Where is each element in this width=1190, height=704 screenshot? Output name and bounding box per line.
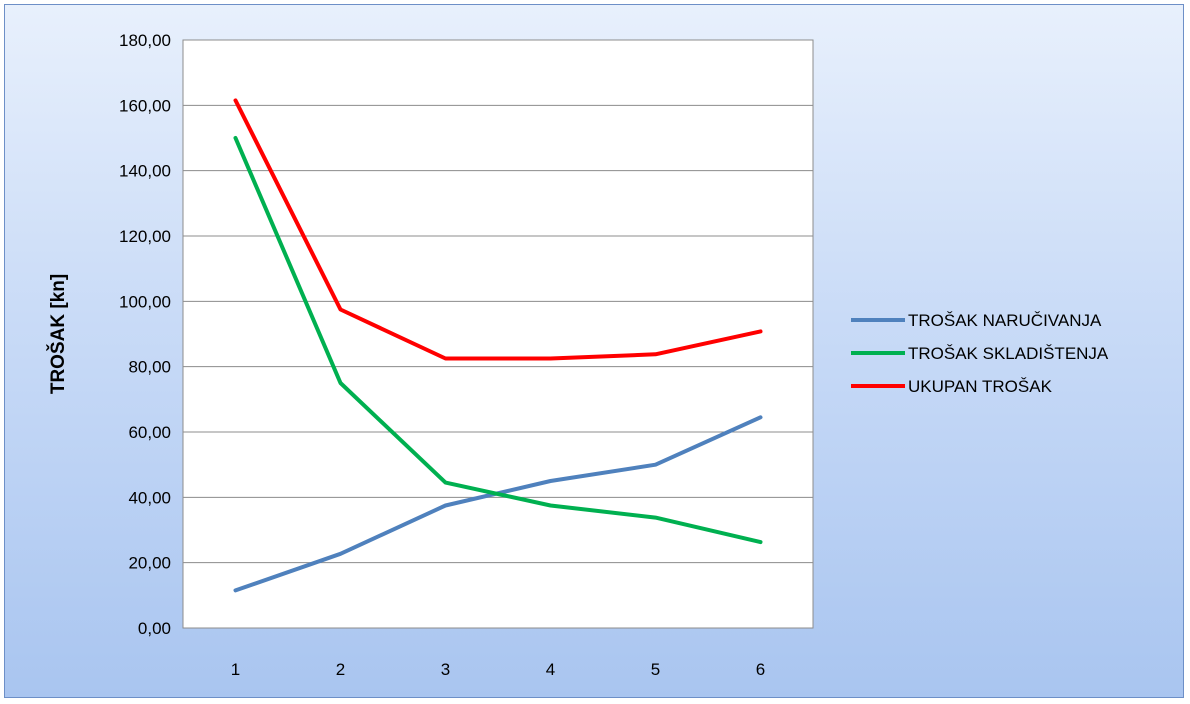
y-tick-label: 60,00 (128, 423, 171, 442)
y-tick-label: 160,00 (119, 96, 171, 115)
y-tick-label: 40,00 (128, 488, 171, 507)
y-tick-label: 140,00 (119, 162, 171, 181)
y-axis-ticks: 0,00 20,00 40,00 60,00 80,00 100,00 120,00 140,… (119, 31, 171, 638)
x-axis-ticks: 1 2 3 4 5 6 (231, 660, 765, 679)
y-tick-label: 100,00 (119, 292, 171, 311)
y-tick-label: 0,00 (138, 619, 171, 638)
series-line (233, 98, 763, 361)
legend-label: TROŠAK NARUČIVANJA (908, 311, 1102, 330)
y-tick-label: 120,00 (119, 227, 171, 246)
legend-label: TROŠAK SKLADIŠTENJA (908, 344, 1109, 363)
x-tick-label: 1 (231, 660, 240, 679)
x-tick-label: 6 (756, 660, 765, 679)
plot-area (182, 39, 814, 629)
x-tick-label: 2 (336, 660, 345, 679)
x-tick-label: 3 (441, 660, 450, 679)
y-axis-title: TROŠAK [kn] (47, 274, 69, 394)
y-tick-label: 20,00 (128, 554, 171, 573)
legend-label: UKUPAN TROŠAK (908, 377, 1053, 396)
x-tick-label: 5 (651, 660, 660, 679)
series-line (233, 136, 763, 545)
x-tick-label: 4 (546, 660, 555, 679)
y-tick-label: 180,00 (119, 31, 171, 50)
legend: TROŠAK NARUČIVANJA TROŠAK SKLADIŠTENJA UKU… (851, 311, 1109, 396)
gridlines (183, 104, 813, 564)
series-lines (233, 98, 763, 593)
y-tick-label: 80,00 (128, 358, 171, 377)
